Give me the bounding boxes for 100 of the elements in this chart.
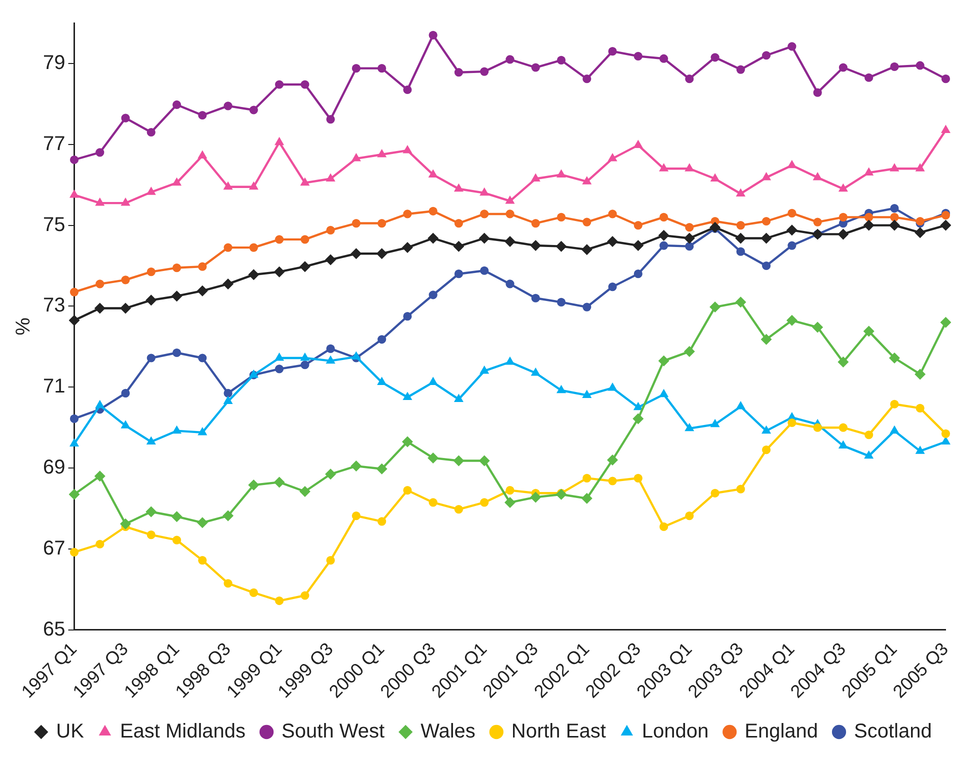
point xyxy=(632,413,644,424)
point xyxy=(504,236,516,247)
point xyxy=(915,163,925,172)
point xyxy=(658,355,670,366)
point xyxy=(454,505,464,514)
point xyxy=(69,438,80,447)
y-axis-title: % xyxy=(12,317,35,336)
point xyxy=(788,42,796,51)
point xyxy=(659,163,669,172)
point xyxy=(222,510,234,522)
point xyxy=(940,124,950,133)
point xyxy=(530,173,540,182)
point xyxy=(378,218,386,228)
point xyxy=(480,67,489,76)
point xyxy=(762,446,771,454)
point xyxy=(838,423,848,432)
point xyxy=(299,486,310,498)
point xyxy=(864,167,874,176)
y-tick-label: 67 xyxy=(42,537,66,560)
point xyxy=(352,64,360,73)
point xyxy=(300,80,310,89)
point xyxy=(506,280,514,288)
y-tick-label: 73 xyxy=(42,294,66,317)
point xyxy=(813,218,822,226)
point xyxy=(403,85,412,94)
point xyxy=(350,248,362,260)
point xyxy=(504,496,516,508)
point xyxy=(146,354,156,362)
point xyxy=(710,53,720,62)
point xyxy=(198,354,207,362)
point xyxy=(70,288,79,296)
point xyxy=(274,476,285,488)
point xyxy=(685,242,694,251)
point xyxy=(454,68,464,77)
point xyxy=(838,212,848,222)
point xyxy=(402,392,412,400)
point xyxy=(478,232,490,244)
point xyxy=(658,230,670,241)
point xyxy=(582,176,592,184)
point xyxy=(249,106,258,114)
point xyxy=(275,364,284,374)
point xyxy=(633,140,643,148)
point xyxy=(300,360,310,370)
point xyxy=(478,455,490,466)
legend-label: Wales xyxy=(420,720,476,743)
point xyxy=(634,270,642,278)
point xyxy=(249,243,258,252)
point xyxy=(914,368,926,380)
point xyxy=(428,206,438,216)
point xyxy=(582,302,592,312)
point xyxy=(403,210,412,218)
point xyxy=(736,221,745,230)
point xyxy=(376,248,388,260)
point xyxy=(428,376,438,386)
point xyxy=(453,455,464,466)
point xyxy=(95,198,105,206)
point xyxy=(172,536,182,544)
point xyxy=(300,591,310,600)
point xyxy=(888,352,900,364)
point xyxy=(223,181,233,190)
point xyxy=(813,423,822,432)
point xyxy=(762,216,771,226)
point xyxy=(788,418,796,428)
point xyxy=(70,155,79,164)
point xyxy=(608,153,618,162)
point xyxy=(530,367,540,376)
point xyxy=(275,80,284,89)
point xyxy=(864,212,874,222)
point xyxy=(634,52,642,60)
point xyxy=(274,136,284,146)
point xyxy=(608,47,617,56)
y-tick-label: 79 xyxy=(42,52,66,74)
point xyxy=(684,232,695,244)
point xyxy=(96,148,104,157)
point xyxy=(171,290,182,302)
legend-label: London xyxy=(642,720,709,743)
point xyxy=(224,243,232,252)
point xyxy=(68,488,80,500)
point xyxy=(607,236,618,247)
point xyxy=(684,346,695,358)
point xyxy=(556,240,567,252)
point xyxy=(146,436,156,445)
point xyxy=(428,498,438,507)
point xyxy=(68,314,80,326)
point xyxy=(249,588,258,597)
point xyxy=(608,210,617,218)
point xyxy=(505,356,515,365)
point xyxy=(299,261,310,272)
point xyxy=(762,172,772,180)
point xyxy=(735,296,746,308)
point xyxy=(556,169,566,178)
point xyxy=(916,61,924,70)
point xyxy=(633,402,643,410)
point xyxy=(454,270,464,278)
point xyxy=(531,63,540,72)
point xyxy=(762,261,771,270)
point xyxy=(760,334,772,345)
point xyxy=(505,196,515,204)
point xyxy=(890,163,900,172)
point xyxy=(890,212,899,222)
